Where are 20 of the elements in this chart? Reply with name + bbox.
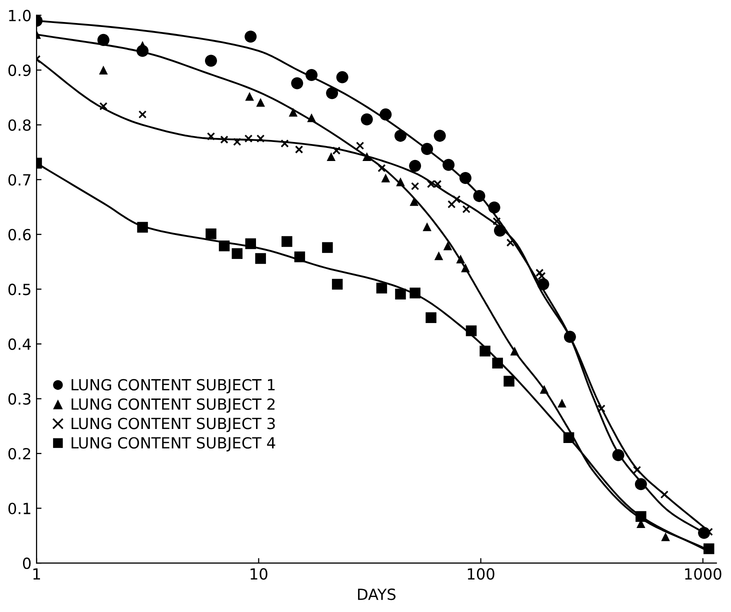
y-tick-label: 0.2	[8, 448, 30, 460]
x-tick-label: 1	[33, 568, 40, 580]
x-tick-label: 10	[250, 568, 268, 580]
y-tick-label: 0	[22, 558, 31, 570]
y-tick-label: 0.5	[8, 284, 30, 296]
y-tick-label: 0.4	[8, 338, 31, 350]
y-tick-label: 1.0	[9, 10, 31, 22]
y-tick-label: 0.8	[8, 119, 31, 131]
x-tick-label: 1000	[685, 568, 722, 580]
y-tick-label: 0.6	[8, 228, 31, 240]
y-tick-label: 0.7	[8, 174, 30, 186]
y-tick-label: 0.1	[8, 502, 30, 514]
legend-label: LUNG CONTENT SUBJECT 2	[72, 398, 275, 413]
y-tick-label: 0.9	[8, 64, 31, 76]
legend-label: LUNG CONTENT SUBJECT 1	[72, 378, 275, 394]
x-axis-title: DAYS	[358, 588, 396, 600]
legend-label: LUNG CONTENT SUBJECT 3	[72, 418, 275, 432]
legend-label: LUNG CONTENT SUBJECT 4	[72, 437, 276, 452]
x-tick-label: 100	[468, 568, 494, 580]
y-tick-label: 0.3	[8, 393, 30, 405]
